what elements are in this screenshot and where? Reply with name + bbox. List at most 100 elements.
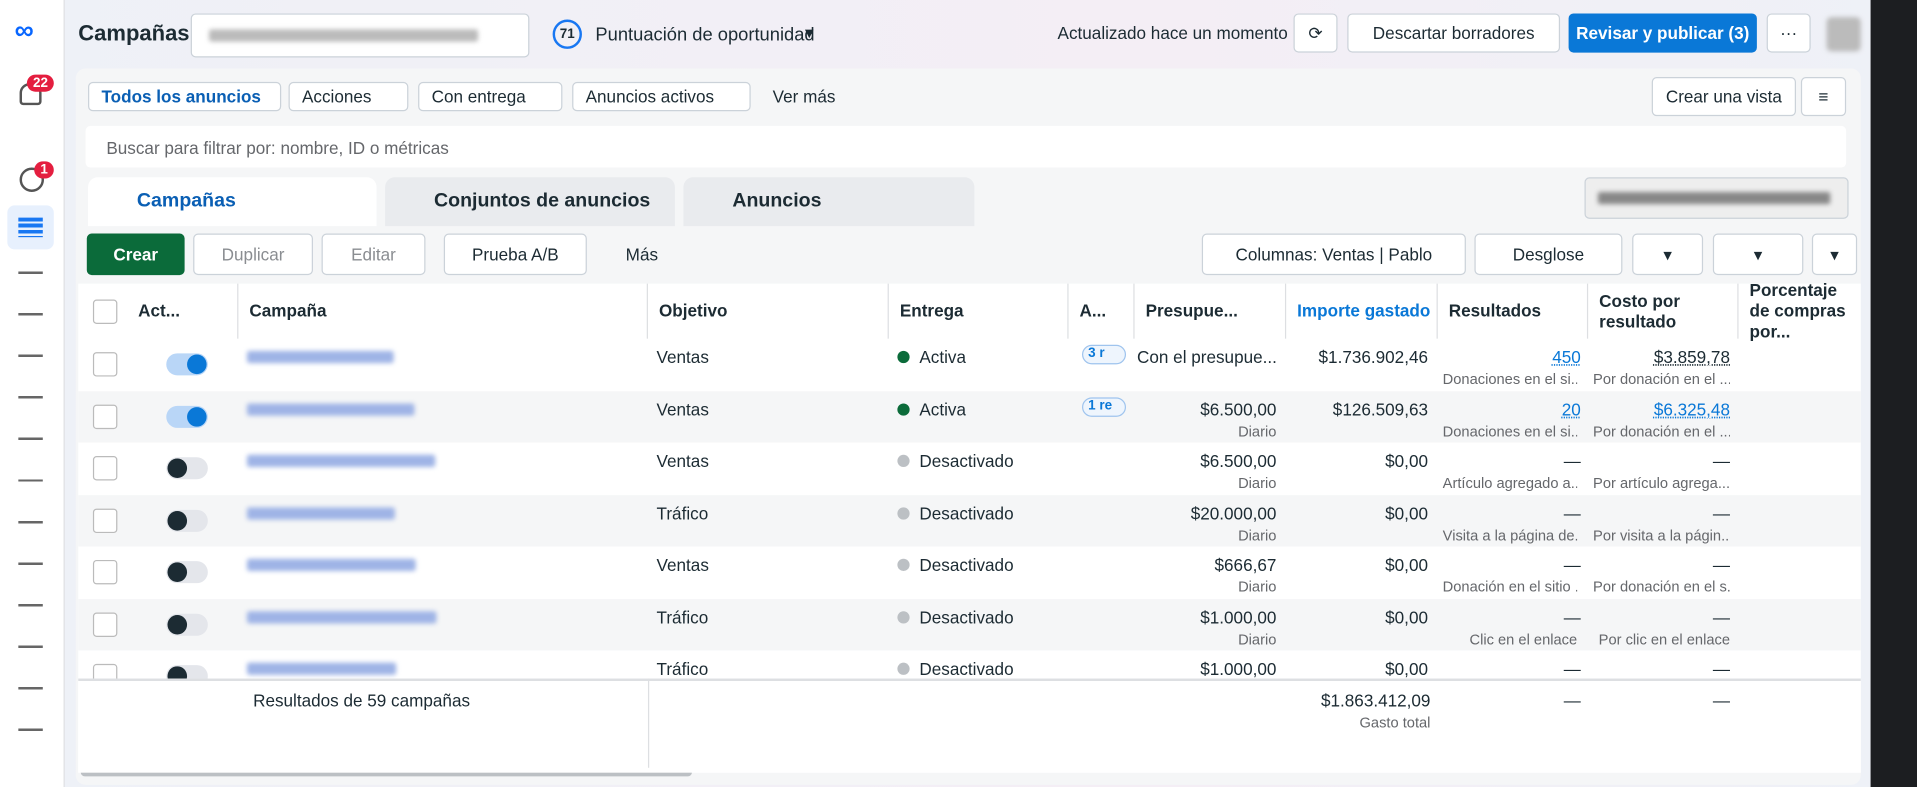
toggle[interactable] xyxy=(166,561,208,584)
filter-chip[interactable]: Todos los anuncios xyxy=(88,81,282,112)
updated-status: Actualizado hace un momento xyxy=(1057,23,1288,43)
opportunity-label[interactable]: Puntuación de oportunidad xyxy=(595,24,815,46)
search-placeholder: Buscar para filtrar por: nombre, ID o mé… xyxy=(106,138,449,158)
results-type: Donación en el sitio ... xyxy=(1442,578,1578,596)
column-header[interactable]: Act... xyxy=(127,283,239,339)
cost-type: Por donación en el s... xyxy=(1593,578,1730,596)
toolbar-button[interactable]: Prueba A/B xyxy=(443,233,587,276)
more-button[interactable]: ··· xyxy=(1766,13,1811,53)
column-header[interactable]: Porcentaje de compras por... xyxy=(1749,279,1846,342)
toolbar-button[interactable]: Más xyxy=(625,244,659,265)
toolbar-button[interactable]: Columnas: Ventas | Pablo xyxy=(1201,233,1466,276)
tab[interactable]: Campañas xyxy=(88,177,377,227)
budget: $1.000,00 xyxy=(1200,658,1277,679)
alerts-icon[interactable] xyxy=(19,167,45,192)
create-view-button[interactable]: Crear una vista xyxy=(1651,77,1796,117)
alerts-badge: 1 xyxy=(34,161,54,179)
row-checkbox[interactable] xyxy=(92,404,118,429)
results-type: Artículo agregado a... xyxy=(1442,474,1578,492)
toggle[interactable] xyxy=(166,353,208,376)
delivery: Desactivado xyxy=(919,503,1014,523)
toolbar-icon-button[interactable]: ▾ xyxy=(1712,233,1804,276)
cost-per-result: — xyxy=(1712,451,1730,471)
tab[interactable]: Anuncios xyxy=(683,177,975,227)
notification-badge: 22 xyxy=(26,74,55,92)
campaign-name-redacted[interactable] xyxy=(246,662,397,675)
toolbar-button[interactable]: Editar xyxy=(321,233,426,276)
toolbar-icon-button[interactable]: ▾ xyxy=(1811,233,1858,276)
filter-chip[interactable]: Anuncios activos xyxy=(572,81,751,112)
column-divider xyxy=(647,678,650,768)
delivery-dot xyxy=(897,506,910,519)
column-header[interactable]: Objetivo xyxy=(648,283,889,339)
discard-button[interactable]: Descartar borradores xyxy=(1347,13,1561,53)
sidebar: ∞ 22 1 xyxy=(0,0,65,787)
row-checkbox[interactable] xyxy=(92,611,118,637)
results: — xyxy=(1563,658,1581,679)
campaigns-nav[interactable] xyxy=(7,205,54,250)
budget-type: Diario xyxy=(1238,578,1277,596)
toolbar-icon-button[interactable]: ▾ xyxy=(1632,233,1704,276)
results: — xyxy=(1563,451,1581,471)
row-checkbox[interactable] xyxy=(92,456,118,481)
budget-type: Diario xyxy=(1238,474,1277,492)
toolbar-button[interactable]: Duplicar xyxy=(193,233,313,276)
toggle[interactable] xyxy=(166,509,208,532)
campaign-name-redacted[interactable] xyxy=(246,454,436,468)
budget: $20.000,00 xyxy=(1190,503,1277,523)
tab[interactable]: Conjuntos de anuncios xyxy=(385,177,675,227)
header-checkbox[interactable] xyxy=(92,299,118,324)
toggle[interactable] xyxy=(166,613,208,636)
toggle[interactable] xyxy=(166,457,208,480)
column-header[interactable]: Costo por resultado xyxy=(1588,283,1739,339)
cost-type: Por donación en el ... xyxy=(1593,422,1730,440)
dropdown-arrow[interactable]: ▼ xyxy=(802,24,817,42)
column-header[interactable]: Importe gastado xyxy=(1286,283,1438,339)
budget-type: Diario xyxy=(1238,422,1277,440)
row-checkbox[interactable] xyxy=(92,559,118,585)
results: 450 xyxy=(1552,347,1581,367)
filter-chip[interactable]: Con entrega xyxy=(418,81,563,112)
filter-chip[interactable]: Ver más xyxy=(772,86,836,107)
delivery: Activa xyxy=(919,347,967,367)
amount-spent: $0,00 xyxy=(1385,451,1428,471)
refresh-button[interactable]: ⟳ xyxy=(1293,13,1338,53)
toolbar-button[interactable]: Crear xyxy=(86,233,185,276)
toolbar-button[interactable]: Desglose xyxy=(1474,233,1623,276)
campaign-name-redacted[interactable] xyxy=(246,558,416,571)
meta-logo[interactable]: ∞ xyxy=(14,14,34,46)
publish-button[interactable]: Revisar y publicar (3) xyxy=(1568,13,1757,53)
campaign-name-redacted[interactable] xyxy=(246,506,395,519)
results-type: Visita a la página de... xyxy=(1442,526,1578,544)
date-range[interactable] xyxy=(1584,177,1849,219)
column-header[interactable]: A... xyxy=(1069,283,1135,339)
objective: Ventas xyxy=(656,399,709,419)
budget: $666,67 xyxy=(1214,555,1277,575)
page-title: Campañas xyxy=(78,20,190,46)
campaign-name-redacted[interactable] xyxy=(246,610,437,623)
campaign-name-redacted[interactable] xyxy=(246,402,415,416)
row-checkbox[interactable] xyxy=(92,352,118,377)
column-header[interactable]: Entrega xyxy=(889,283,1069,339)
column-header[interactable]: Resultados xyxy=(1438,283,1589,339)
settings-button[interactable]: ≡ xyxy=(1800,77,1847,117)
delivery: Desactivado xyxy=(919,451,1014,471)
delivery-dot xyxy=(897,454,910,468)
campaign-name-redacted[interactable] xyxy=(246,350,394,364)
nav-icons[interactable] xyxy=(18,259,43,761)
avatar[interactable] xyxy=(1826,17,1861,52)
filter-chip[interactable]: Acciones xyxy=(288,81,409,112)
cost-type: Por donación en el ... xyxy=(1593,370,1730,388)
amount-spent: $126.509,63 xyxy=(1332,399,1428,419)
objective: Ventas xyxy=(656,347,709,367)
budget: $6.500,00 xyxy=(1200,451,1277,471)
column-header[interactable]: Campaña xyxy=(238,283,648,339)
row-checkbox[interactable] xyxy=(92,507,118,533)
account-selector[interactable] xyxy=(190,13,530,58)
results: — xyxy=(1563,555,1581,575)
delivery-dot xyxy=(897,662,910,675)
column-header[interactable]: Presupue... xyxy=(1135,283,1287,339)
search-bar[interactable]: Buscar para filtrar por: nombre, ID o mé… xyxy=(85,125,1847,168)
row-band xyxy=(78,494,1861,546)
toggle[interactable] xyxy=(166,405,208,428)
